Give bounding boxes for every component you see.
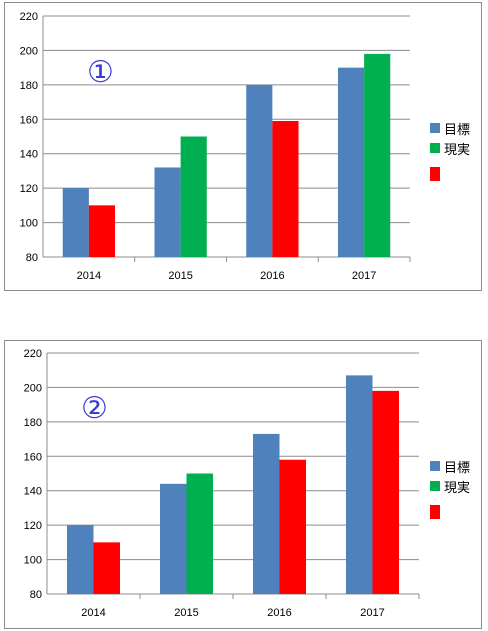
y-tick-label: 140 [24, 486, 42, 498]
legend-swatch [430, 481, 440, 491]
y-tick-label: 200 [20, 45, 38, 57]
bar [246, 84, 273, 257]
y-tick-label: 80 [26, 252, 38, 264]
bar [180, 136, 207, 257]
chart-panel-2: 80 100 120 140 160 180 200 220 2014 2015 2016 2017 ②… [4, 340, 482, 629]
bar [372, 390, 400, 594]
y-tick-label: 220 [20, 11, 38, 23]
legend-swatch [430, 461, 440, 471]
y-tick-label: 100 [20, 218, 38, 230]
bar-chart-2: 80 100 120 140 160 180 200 220 2014 2015 2016 2017 ②… [24, 348, 470, 619]
legend-label: 目標 [444, 461, 470, 476]
bar [66, 525, 94, 594]
y-tick-label: 100 [24, 555, 42, 567]
bar [364, 53, 391, 257]
x-tick-label: 2015 [174, 607, 198, 619]
legend-swatch [430, 123, 440, 133]
x-tick-label: 2015 [168, 270, 192, 282]
y-tick-label: 160 [20, 114, 38, 126]
x-tick-label: 2017 [352, 270, 376, 282]
y-tick-label: 120 [24, 520, 42, 532]
bar-chart-1: 80 100 120 140 160 180 200 220 2014 2015 2016 2017 ①… [20, 11, 470, 282]
bar [62, 188, 89, 257]
bar [186, 473, 214, 594]
y-tick-label: 220 [24, 348, 42, 360]
y-tick-label: 160 [24, 451, 42, 463]
y-tick-label: 80 [30, 589, 42, 601]
chart-number-badge: ① [87, 55, 114, 90]
y-tick-label: 180 [24, 417, 42, 429]
chart-panel-1: 80 100 120 140 160 180 200 220 2014 2015 2016 2017 ①… [4, 2, 482, 291]
y-tick-label: 120 [20, 183, 38, 195]
chart-number-badge: ② [81, 391, 108, 426]
x-tick-label: 2016 [260, 270, 284, 282]
bar [279, 459, 307, 594]
legend-label: 目標 [444, 123, 470, 138]
legend-label: 現実 [444, 142, 470, 158]
legend-swatch [430, 505, 440, 519]
bar [88, 205, 116, 257]
x-tick-label: 2014 [81, 607, 105, 619]
bar [93, 542, 121, 594]
bar [154, 167, 181, 257]
bar [252, 433, 280, 594]
bar [337, 67, 365, 258]
bar [345, 375, 373, 594]
x-tick-label: 2014 [77, 270, 101, 282]
y-tick-label: 180 [20, 80, 38, 92]
y-tick-label: 140 [20, 149, 38, 161]
x-tick-label: 2016 [267, 607, 291, 619]
legend-swatch [430, 143, 440, 153]
x-tick-label: 2017 [360, 607, 384, 619]
legend-swatch [430, 167, 440, 181]
legend-label: 現実 [444, 480, 470, 496]
bar [159, 483, 187, 594]
y-tick-label: 200 [24, 382, 42, 394]
bar [272, 121, 299, 257]
